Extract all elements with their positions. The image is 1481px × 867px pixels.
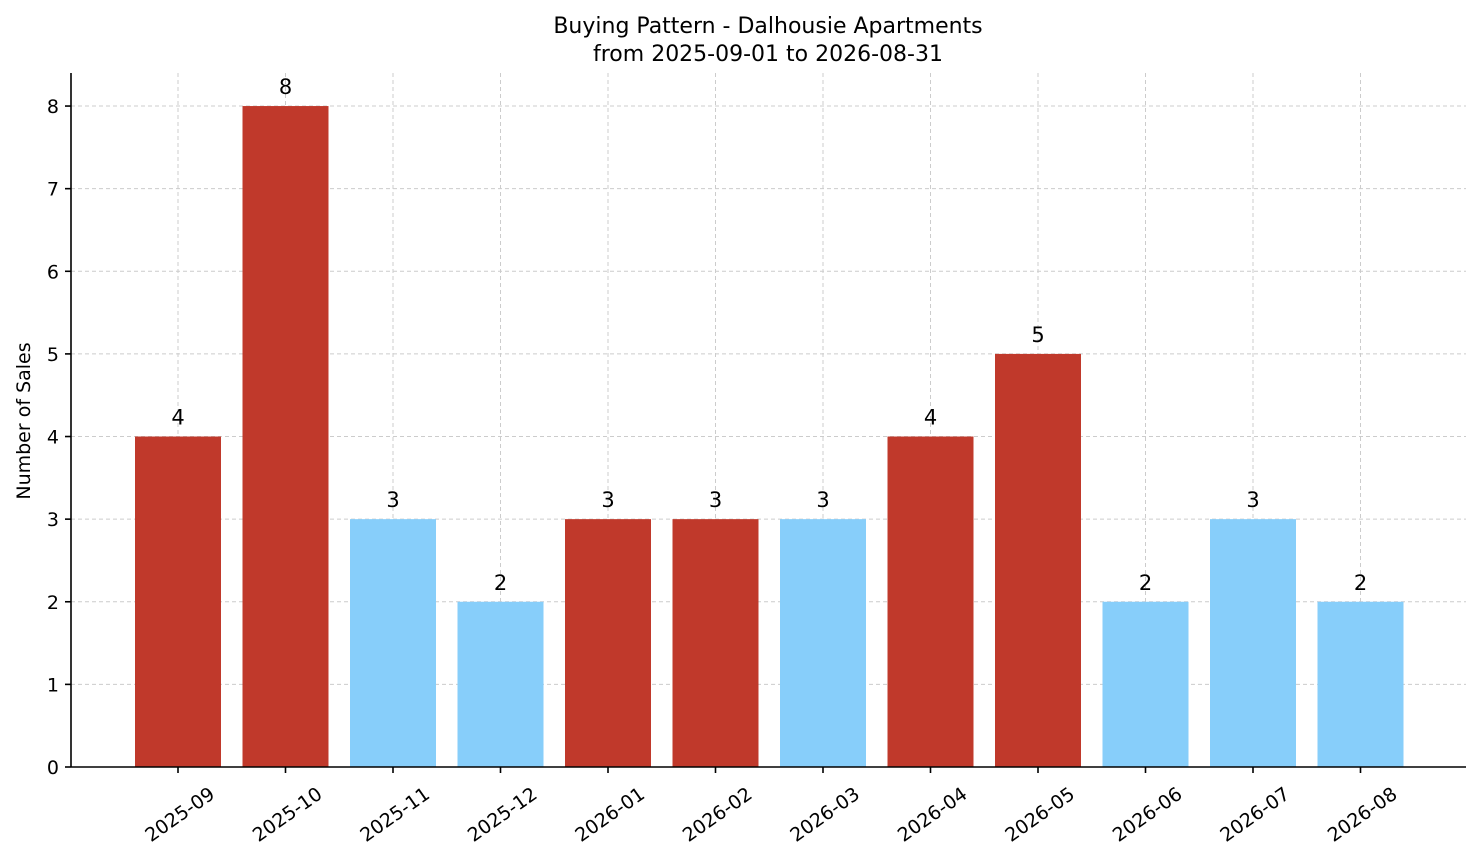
x-tick-label: 2025-09 — [141, 783, 219, 847]
bars — [135, 106, 1404, 768]
data-label: 2 — [1139, 571, 1152, 595]
y-tick-label: 5 — [47, 344, 59, 366]
y-axis-label: Number of Sales — [13, 342, 35, 499]
bar-2026-07 — [1210, 519, 1296, 767]
bar-2025-11 — [350, 519, 436, 767]
bar-2026-08 — [1317, 601, 1404, 767]
data-label: 2 — [1354, 571, 1367, 595]
y-tick-label: 6 — [47, 261, 59, 283]
data-label: 4 — [924, 406, 937, 430]
x-tick-label: 2026-04 — [894, 783, 972, 847]
bar-2026-06 — [1102, 601, 1189, 767]
x-tick-label: 2026-02 — [679, 783, 757, 847]
data-label: 3 — [1246, 488, 1259, 512]
chart-title: Buying Pattern - Dalhousie Apartments — [553, 14, 982, 39]
bar-2026-01 — [565, 519, 651, 767]
bar-2025-12 — [457, 601, 544, 767]
data-label: 3 — [816, 488, 829, 512]
data-label: 4 — [171, 406, 184, 430]
data-label: 5 — [1031, 323, 1044, 347]
x-tick-label: 2026-08 — [1324, 783, 1402, 847]
data-label: 8 — [279, 75, 292, 99]
bar-2026-05 — [995, 353, 1081, 767]
data-label: 3 — [386, 488, 399, 512]
x-tick-label: 2025-10 — [249, 783, 327, 847]
bar-2026-02 — [672, 519, 759, 767]
bar-2026-04 — [887, 436, 974, 767]
bar-2026-03 — [780, 519, 866, 767]
x-tick-label: 2026-03 — [786, 783, 864, 847]
x-tick-label: 2026-05 — [1001, 783, 1079, 847]
y-tick-label: 7 — [47, 179, 59, 201]
y-tick-label: 4 — [47, 427, 59, 449]
x-tick-label: 2026-06 — [1109, 783, 1187, 847]
data-label: 2 — [494, 571, 507, 595]
data-labels: 4 8 3 2 3 3 3 4 5 2 3 2 — [171, 75, 1367, 595]
bar-2025-10 — [242, 106, 329, 768]
data-label: 3 — [601, 488, 614, 512]
x-tick-label: 2025-12 — [464, 783, 542, 847]
chart-subtitle: from 2025-09-01 to 2026-08-31 — [593, 42, 943, 67]
x-tick-label: 2026-01 — [571, 783, 649, 847]
data-label: 3 — [709, 488, 722, 512]
bar-2025-09 — [135, 436, 221, 767]
y-tick-label: 3 — [47, 509, 59, 531]
y-tick-label: 1 — [47, 674, 59, 696]
y-tick-label: 8 — [47, 96, 59, 118]
y-tick-label: 0 — [47, 757, 59, 779]
x-tick-label: 2025-11 — [356, 783, 434, 847]
y-tick-label: 2 — [47, 592, 59, 614]
x-tick-label: 2026-07 — [1216, 783, 1294, 847]
